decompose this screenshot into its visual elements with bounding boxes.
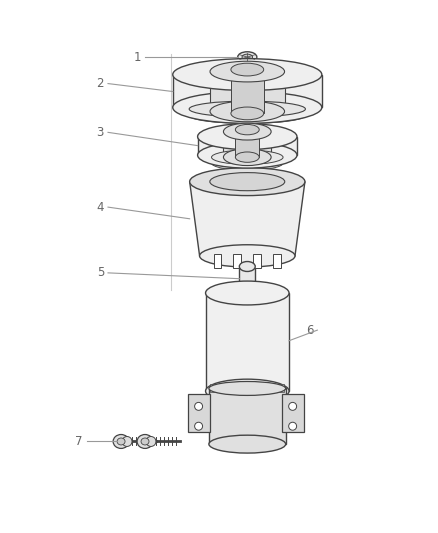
Text: 2: 2: [96, 77, 104, 90]
Bar: [187, 394, 209, 432]
Ellipse shape: [212, 150, 283, 164]
Bar: [241, 384, 246, 392]
Ellipse shape: [239, 285, 255, 295]
Ellipse shape: [231, 107, 264, 120]
Bar: [231, 70, 264, 114]
Ellipse shape: [200, 245, 295, 267]
Text: 4: 4: [96, 200, 104, 214]
Ellipse shape: [117, 438, 125, 445]
Text: 3: 3: [97, 126, 104, 139]
Ellipse shape: [122, 437, 132, 447]
Bar: [233, 254, 241, 268]
Bar: [273, 254, 281, 268]
Ellipse shape: [239, 262, 255, 271]
Bar: [209, 389, 286, 444]
Text: 1: 1: [134, 51, 141, 63]
Ellipse shape: [289, 422, 297, 430]
Ellipse shape: [194, 402, 202, 410]
Ellipse shape: [194, 422, 202, 430]
Bar: [254, 384, 259, 392]
Ellipse shape: [173, 59, 322, 91]
Ellipse shape: [223, 123, 271, 140]
Bar: [198, 136, 297, 155]
Ellipse shape: [210, 101, 285, 122]
Ellipse shape: [141, 438, 149, 445]
Bar: [239, 266, 255, 290]
Ellipse shape: [198, 142, 297, 168]
Ellipse shape: [235, 125, 259, 135]
Bar: [279, 384, 284, 392]
Bar: [229, 384, 233, 392]
Ellipse shape: [235, 152, 259, 163]
Polygon shape: [190, 182, 305, 256]
Bar: [216, 384, 221, 392]
Bar: [235, 384, 240, 392]
Bar: [173, 75, 322, 108]
Ellipse shape: [205, 379, 289, 403]
Ellipse shape: [210, 173, 285, 191]
Ellipse shape: [210, 61, 285, 82]
Ellipse shape: [238, 52, 257, 62]
Bar: [213, 254, 222, 268]
Ellipse shape: [173, 92, 322, 123]
Ellipse shape: [209, 382, 286, 395]
Text: 7: 7: [75, 435, 83, 448]
Ellipse shape: [198, 124, 297, 150]
Bar: [210, 384, 215, 392]
Bar: [223, 384, 227, 392]
Ellipse shape: [146, 437, 156, 447]
Text: 5: 5: [97, 266, 104, 279]
Ellipse shape: [190, 168, 305, 196]
Ellipse shape: [137, 434, 153, 448]
Ellipse shape: [289, 402, 297, 410]
Bar: [189, 109, 305, 115]
Bar: [272, 384, 277, 392]
Ellipse shape: [205, 281, 289, 305]
Text: 6: 6: [306, 324, 313, 337]
Bar: [212, 157, 283, 163]
Ellipse shape: [223, 149, 271, 166]
Bar: [223, 132, 271, 157]
Ellipse shape: [189, 108, 305, 123]
Ellipse shape: [113, 434, 129, 448]
Bar: [247, 384, 252, 392]
Ellipse shape: [231, 63, 264, 76]
Bar: [235, 130, 259, 157]
Bar: [253, 254, 261, 268]
Bar: [210, 71, 285, 111]
Ellipse shape: [212, 156, 283, 170]
Bar: [205, 293, 289, 391]
Ellipse shape: [209, 435, 286, 453]
Ellipse shape: [242, 54, 253, 60]
Bar: [282, 394, 304, 432]
Bar: [260, 384, 265, 392]
Bar: [266, 384, 271, 392]
Ellipse shape: [189, 101, 305, 117]
